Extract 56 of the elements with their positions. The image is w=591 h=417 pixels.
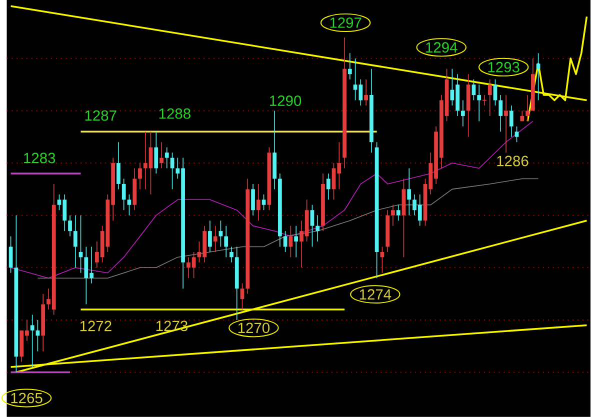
annotation: 1273 <box>156 320 188 332</box>
candlestick <box>164 147 169 169</box>
candlestick <box>316 215 320 242</box>
candlestick <box>348 52 352 80</box>
candlestick <box>504 94 508 154</box>
annotation: 1287 <box>85 110 116 121</box>
candlestick <box>230 246 234 263</box>
text: 1265 <box>11 392 42 404</box>
candlestick <box>213 226 218 252</box>
annotation: 1270 <box>238 322 270 334</box>
annotation: 1294 <box>426 42 458 53</box>
candlestick <box>256 184 260 222</box>
candlestick <box>509 105 514 138</box>
candlestick <box>170 152 174 190</box>
candlestick <box>138 162 142 190</box>
candlestick <box>283 230 288 252</box>
candlestick <box>208 220 212 252</box>
candlestick <box>154 131 158 174</box>
candlestick <box>73 215 78 268</box>
candlestick <box>396 204 400 222</box>
annotation: 1274 <box>360 289 392 300</box>
annotation: 1272 <box>80 320 112 332</box>
candlestick <box>536 52 540 101</box>
candlestick <box>310 204 314 248</box>
candlestick <box>240 283 244 310</box>
candlestick <box>127 194 132 216</box>
candlestick <box>364 79 368 106</box>
candlestick <box>488 79 492 116</box>
candlestick <box>482 94 487 106</box>
candlestick <box>493 79 498 106</box>
candlestick <box>160 142 164 169</box>
candlestick <box>391 204 395 226</box>
candlestick <box>294 226 298 258</box>
candlestick <box>251 184 255 216</box>
candlestick <box>218 220 223 248</box>
candlestick <box>514 126 519 143</box>
candlestick <box>116 142 120 190</box>
candlestick <box>461 100 465 127</box>
candlestick <box>122 178 126 211</box>
candlestick <box>472 79 476 101</box>
annotation: 1283 <box>24 152 56 164</box>
candlestick <box>8 236 13 274</box>
annotation: 1286 <box>497 156 528 166</box>
candlestick <box>224 226 228 258</box>
candlestick <box>526 94 530 122</box>
candlestick <box>477 84 482 122</box>
annotation: 1288 <box>159 108 190 119</box>
candlestick <box>262 194 266 211</box>
annotation: 1293 <box>488 62 520 72</box>
annotation: 1290 <box>270 96 302 106</box>
text: 1297 <box>330 18 362 28</box>
candlestick <box>30 314 34 368</box>
candlestick <box>498 94 503 132</box>
candlestick <box>68 215 72 237</box>
candlestick <box>407 168 412 216</box>
candlestick <box>326 173 330 200</box>
